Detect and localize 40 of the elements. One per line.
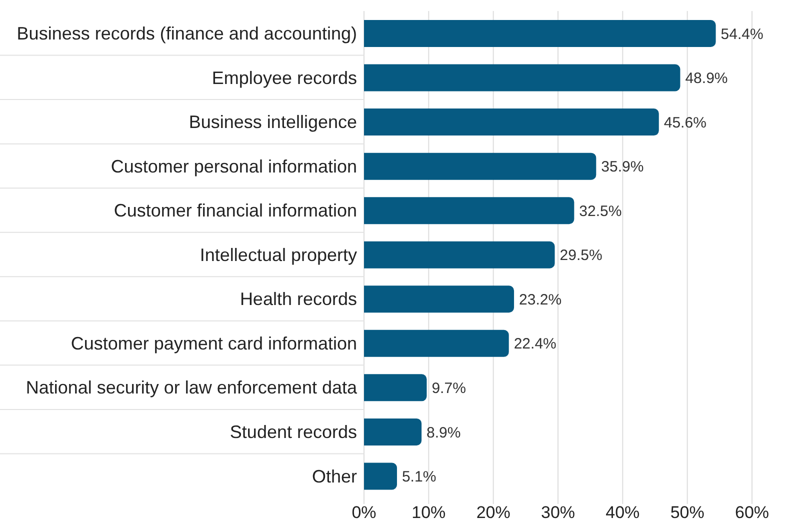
data-label: 48.9% [685,70,728,88]
data-label: 54.4% [720,26,764,43]
data-label: 23.2% [519,291,562,308]
bar [364,330,509,357]
bar [364,286,514,313]
data-label: 9.7% [432,380,466,398]
y-tick-label: Customer personal information [110,156,357,176]
y-tick-label: Employee records [212,68,357,88]
y-tick-label: Health records [240,289,357,310]
data-label: 32.5% [579,202,622,220]
x-tick-label: 0% [352,503,376,522]
bar [364,152,596,180]
bar [364,418,422,446]
data-label: 8.9% [426,424,461,442]
data-label: 22.4% [514,336,556,353]
x-tick-label: 30% [540,503,576,522]
x-tick-label: 60% [734,503,770,522]
x-tick-label: 50% [670,503,704,522]
x-tick-label: 20% [476,503,510,522]
bar [364,20,716,47]
bar [364,241,555,268]
bar [364,197,574,224]
y-tick-label: National security or law enforcement data [26,378,358,398]
data-label: 29.5% [560,247,602,264]
bar [364,108,659,136]
y-tick-label: Business intelligence [188,112,357,132]
y-tick-label: Intellectual property [200,244,357,265]
y-tick-label: Customer payment card information [70,333,357,354]
y-tick-label: Student records [230,422,357,442]
bar [364,374,427,402]
y-tick-label: Customer financial information [114,200,357,221]
y-tick-label: Business records (finance and accounting) [16,24,357,44]
y-tick-label: Other [312,466,357,486]
data-label: 5.1% [402,468,436,486]
bar [364,64,680,92]
bar [364,462,397,490]
x-tick-label: 40% [606,503,640,522]
data-label: 35.9% [601,158,644,176]
data-label: 45.6% [664,114,706,132]
x-tick-label: 10% [412,503,446,522]
